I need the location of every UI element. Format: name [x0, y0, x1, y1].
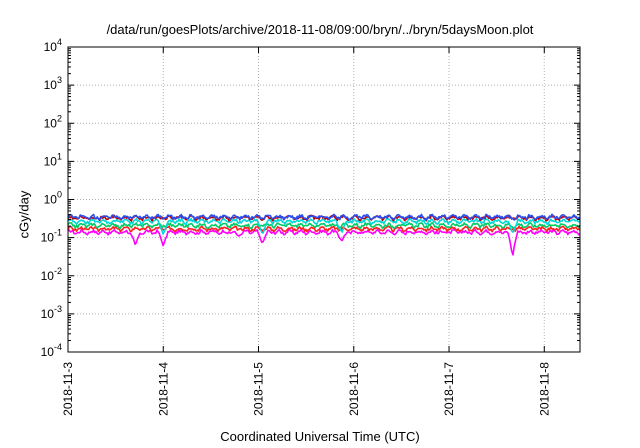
series-line — [67, 217, 581, 235]
y-tick-label: 101 — [44, 151, 62, 168]
y-tick-label: 10-2 — [41, 266, 62, 283]
y-axis-label: cGy/day — [16, 190, 32, 239]
x-tick-label: 2018-11-7 — [442, 362, 456, 416]
x-tick-label: 2018-11-5 — [252, 362, 266, 416]
x-tick-label: 2018-11-4 — [156, 362, 170, 416]
y-tick-label: 103 — [44, 75, 62, 92]
x-tick-label: 2018-11-8 — [537, 362, 551, 416]
series-layer — [67, 213, 581, 256]
x-axis-label: Coordinated Universal Time (UTC) — [220, 429, 420, 444]
series-line — [67, 225, 581, 233]
series-line — [67, 222, 581, 230]
y-tick-label: 10-4 — [41, 342, 62, 359]
y-tick-label: 10-1 — [41, 228, 62, 245]
y-tick-label: 100 — [44, 190, 62, 207]
series-line — [67, 213, 581, 221]
y-tick-label: 10-3 — [41, 304, 62, 321]
chart-title: /data/run/goesPlots/archive/2018-11-08/0… — [106, 22, 534, 37]
y-tick-label: 102 — [44, 113, 62, 130]
y-tick-label: 104 — [44, 37, 62, 54]
x-tick-label: 2018-11-3 — [61, 362, 75, 416]
series-line — [67, 228, 581, 256]
x-tick-label: 2018-11-6 — [347, 362, 361, 416]
grid — [68, 47, 580, 352]
